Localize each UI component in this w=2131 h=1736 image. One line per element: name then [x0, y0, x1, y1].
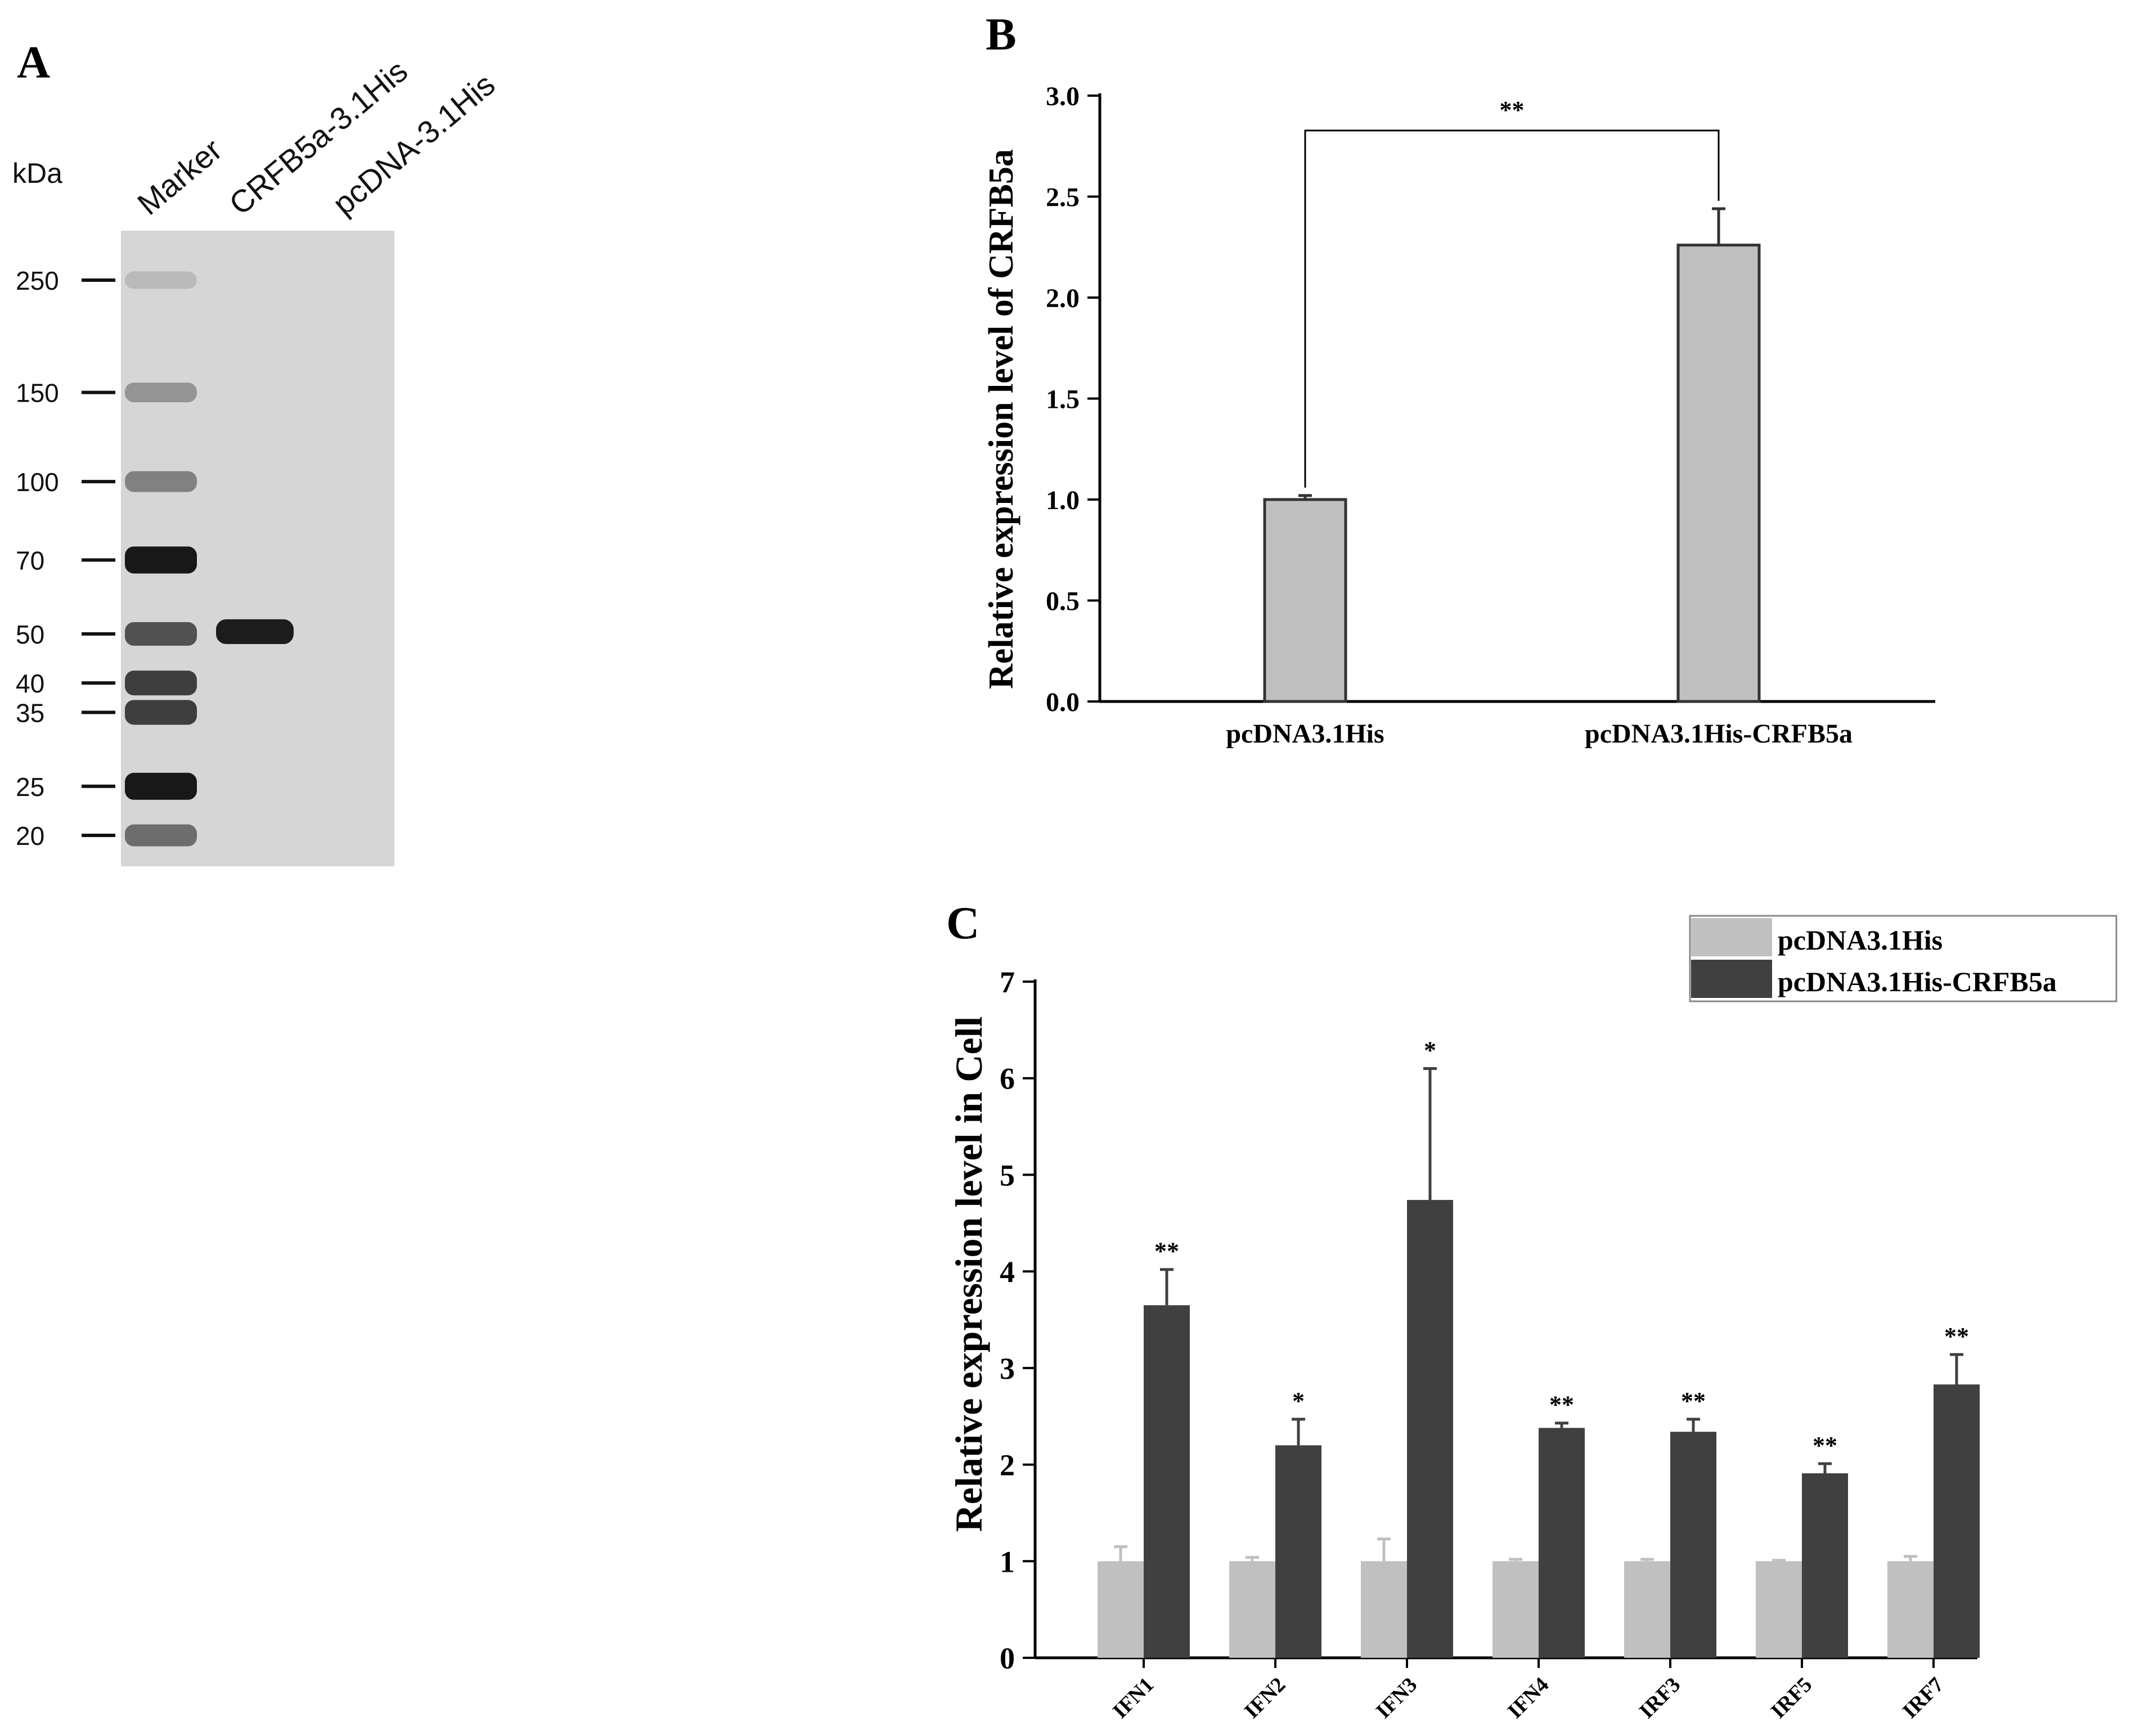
- panel-b-y-tick-label: 3.0: [1046, 82, 1080, 111]
- panel-c-x-tick-label: IRF5: [1766, 1673, 1817, 1723]
- panel-c-legend: pcDNA3.1His pcDNA3.1His-CRFB5a: [1689, 915, 2117, 1002]
- panel-c-significance-label: **: [1944, 1323, 1969, 1350]
- panel-c-x-tick-label: IFN4: [1503, 1673, 1553, 1723]
- marker-label-50: 50: [16, 620, 44, 649]
- panel-b-bars: pcDNA3.1His pcDNA3.1His-CRFB5a: [1226, 207, 1853, 749]
- panel-b-significance-label: **: [1500, 96, 1525, 124]
- panel-c-x-tick-label: IFN1: [1108, 1673, 1158, 1723]
- marker-band-50kda: [125, 622, 197, 646]
- panel-c-bar-ifn1-crfb5a: [1144, 1305, 1190, 1658]
- panel-c-y-tick-label: 5: [1000, 1158, 1015, 1192]
- panel-c-bar-irf3-crfb5a: [1670, 1432, 1716, 1658]
- marker-label-100: 100: [16, 467, 59, 497]
- marker-band-35kda: [125, 700, 197, 725]
- marker-band-100kda: [125, 471, 197, 492]
- panel-b-chart: B Relative expression level of CRFB5a 0.…: [982, 8, 1935, 749]
- panel-b-y-tick-label: 0.5: [1046, 587, 1080, 617]
- panel-b-significance-bracket: [1304, 129, 1720, 488]
- marker-label-70: 70: [16, 546, 44, 575]
- marker-band-25kda: [125, 772, 197, 800]
- panel-c-bar-irf5-control: [1756, 1561, 1802, 1658]
- panel-b-x-tick-label: pcDNA3.1His-CRFB5a: [1585, 719, 1853, 749]
- panel-b-x-tick-label: pcDNA3.1His: [1226, 719, 1384, 749]
- panel-c-bars: ** IFN1 * IFN2 * IFN3 ** IFN4 ** IRF3 ** IRF5 ** IRF7: [1098, 1037, 1980, 1723]
- panel-b-bar-1: [1676, 244, 1761, 703]
- marker-label-35: 35: [16, 698, 44, 727]
- panel-c-y-tick-label: 0: [1000, 1641, 1015, 1675]
- panel-c-y-tick-label: 7: [1000, 965, 1015, 999]
- panel-a-letter: A: [17, 37, 50, 88]
- panel-c-bar-ifn3-control: [1361, 1561, 1407, 1658]
- panel-c-y-tick-label: 3: [1000, 1352, 1015, 1386]
- panel-c-bar-irf7-control: [1887, 1561, 1934, 1658]
- panel-c-x-tick-label: IFN2: [1240, 1673, 1290, 1723]
- legend-label-control: pcDNA3.1His: [1778, 924, 1943, 956]
- panel-b-bar-0: [1263, 498, 1347, 703]
- panel-b-y-axis-label: Relative expression level of CRFB5a: [982, 149, 1020, 689]
- marker-label-20: 20: [16, 821, 44, 851]
- panel-c-significance-label: **: [1681, 1387, 1706, 1415]
- panel-c-y-axis-label: Relative expression level in Cell: [947, 1017, 990, 1532]
- marker-band-150kda: [125, 383, 197, 403]
- panel-c-x-tick-label: IRF7: [1898, 1673, 1948, 1723]
- panel-c-y-tick-label: 6: [1000, 1062, 1015, 1096]
- panel-b-y-tick-label: 0.0: [1046, 687, 1080, 717]
- panel-c-y-tick-label: 2: [1000, 1449, 1015, 1482]
- kda-unit-label: kDa: [12, 158, 62, 189]
- marker-label-40: 40: [16, 669, 44, 698]
- panel-c-bar-ifn1-control: [1098, 1561, 1144, 1658]
- panel-b-y-tick-label: 1.5: [1046, 385, 1080, 415]
- panel-c-bar-ifn2-crfb5a: [1275, 1445, 1321, 1658]
- marker-label-25: 25: [16, 772, 44, 802]
- panel-c-letter: C: [946, 897, 979, 948]
- marker-label-250: 250: [16, 266, 59, 295]
- marker-label-150: 150: [16, 379, 59, 408]
- panel-c-bar-ifn4-crfb5a: [1539, 1428, 1585, 1658]
- panel-c-significance-label: *: [1424, 1037, 1436, 1064]
- sample-band-crfb5a: [216, 619, 294, 644]
- panel-c-bar-irf7-crfb5a: [1934, 1384, 1980, 1658]
- panel-b-y-tick-label: 1.0: [1046, 485, 1080, 515]
- panel-b-y-tick-label: 2.0: [1046, 284, 1080, 313]
- legend-label-crfb5a: pcDNA3.1His-CRFB5a: [1778, 966, 2057, 997]
- panel-c-bar-ifn4-control: [1492, 1561, 1539, 1658]
- panel-c-x-tick-label: IRF3: [1635, 1673, 1685, 1723]
- panel-c-y-tick-label: 1: [1000, 1545, 1015, 1578]
- legend-swatch-crfb5a: [1691, 960, 1772, 998]
- panel-c-bar-ifn3-crfb5a: [1407, 1200, 1453, 1658]
- panel-c-significance-label: *: [1292, 1387, 1305, 1415]
- panel-c-significance-label: **: [1549, 1391, 1574, 1419]
- sample-bands: [216, 619, 294, 644]
- lane-label-1: CRFB5a-3.1His: [222, 53, 414, 222]
- marker-band-40kda: [125, 671, 197, 696]
- panel-b-y-tick-label: 2.5: [1046, 183, 1080, 213]
- marker-band-250kda: [125, 271, 197, 289]
- panel-b-significance: **: [1304, 96, 1720, 488]
- panel-c-bar-irf3-control: [1624, 1561, 1670, 1658]
- legend-swatch-control: [1691, 918, 1772, 956]
- panel-b-letter: B: [986, 8, 1017, 60]
- marker-band-20kda: [125, 824, 197, 847]
- marker-bands: [125, 271, 197, 847]
- panel-c-chart: C Relative expression level in Cell 0 1 2 3…: [946, 897, 2117, 1723]
- panel-c-bar-irf5-crfb5a: [1802, 1473, 1848, 1658]
- lane-label-0: Marker: [131, 132, 228, 222]
- panel-c-significance-label: **: [1154, 1238, 1179, 1265]
- marker-band-70kda: [125, 546, 197, 574]
- panel-c-y-tick-label: 4: [1000, 1255, 1015, 1289]
- panel-b-axes: 0.0 0.5 1.0 1.5 2.0 2.5 3.0: [1046, 82, 1935, 717]
- panel-c-bar-ifn2-control: [1229, 1561, 1275, 1658]
- panel-c-x-tick-label: IFN3: [1372, 1673, 1422, 1723]
- panel-c-significance-label: **: [1813, 1432, 1837, 1459]
